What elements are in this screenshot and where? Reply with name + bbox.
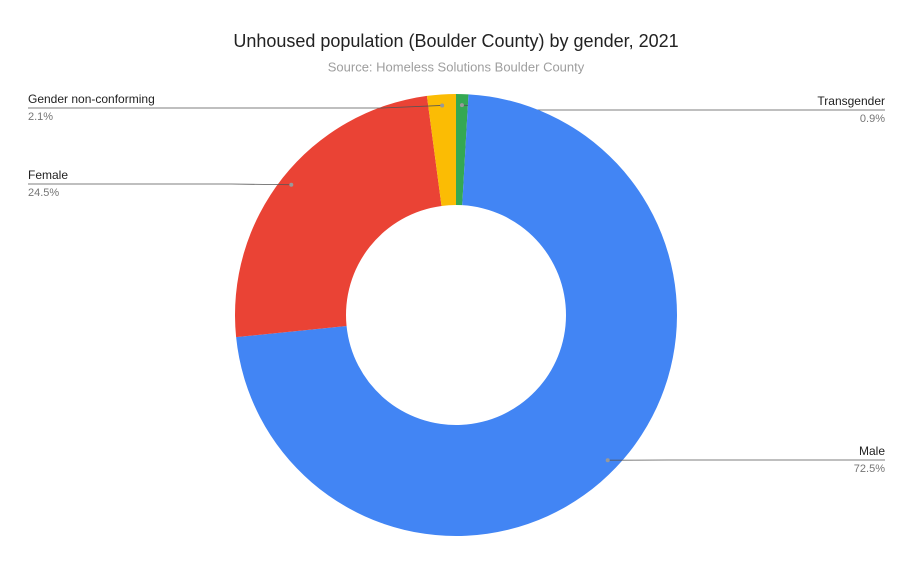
value-label: 2.1% (28, 111, 53, 123)
leader-dot (289, 182, 294, 187)
leader-dot (605, 458, 610, 463)
slice (236, 94, 677, 536)
legend-label: Transgender (817, 94, 885, 108)
chart-subtitle: Source: Homeless Solutions Boulder Count… (328, 59, 585, 74)
slice (235, 95, 442, 338)
slice (456, 94, 469, 206)
legend-label: Female (28, 168, 68, 182)
value-label: 72.5% (854, 463, 885, 475)
leader-line (28, 183, 292, 186)
slice (426, 94, 456, 206)
leader-line (28, 105, 443, 109)
value-label: 24.5% (28, 187, 59, 199)
value-label: 0.9% (860, 113, 885, 125)
legend-label: Male (859, 444, 885, 458)
chart-title: Unhoused population (Boulder County) by … (233, 31, 678, 51)
leader-dot (459, 103, 464, 108)
leader-dot (440, 103, 445, 108)
legend-label: Gender non-conforming (28, 92, 155, 106)
